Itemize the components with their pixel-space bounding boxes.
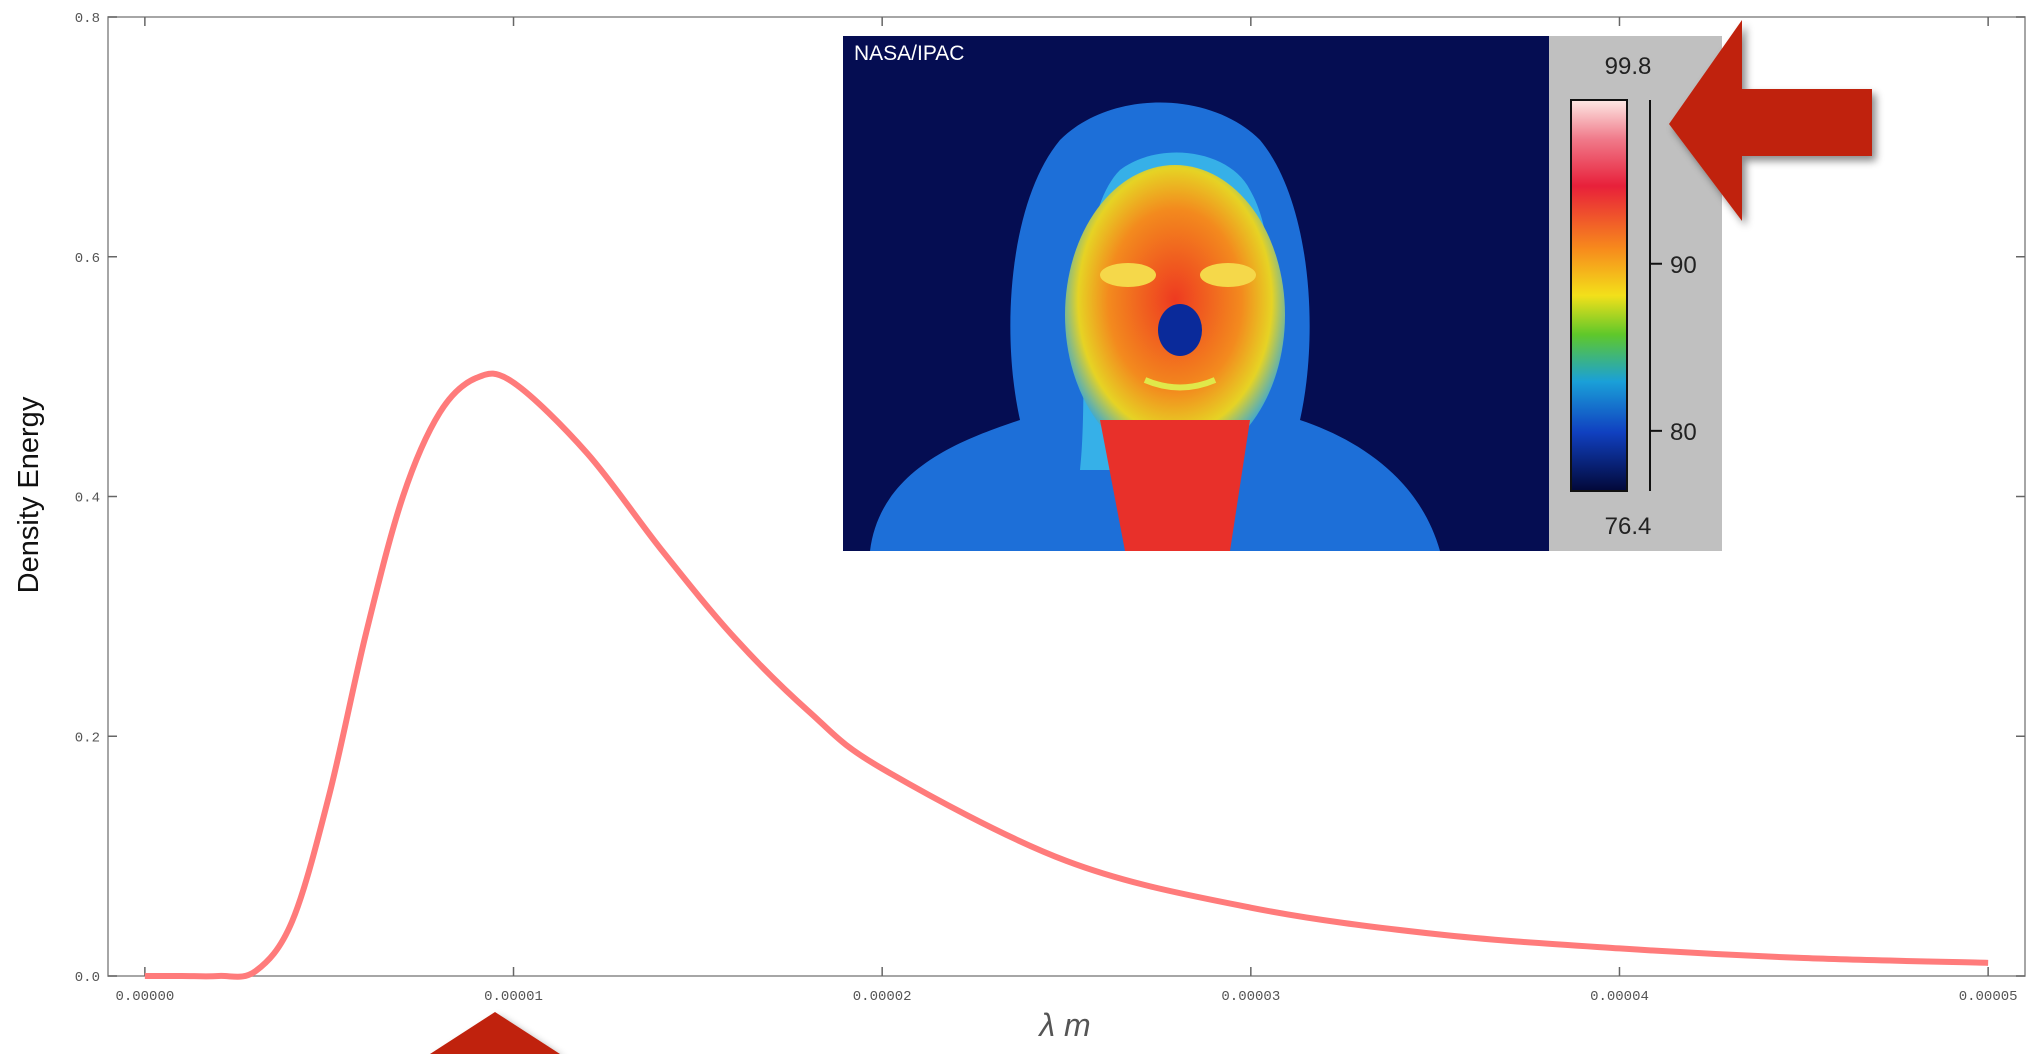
y-tick-label: 0.2 bbox=[75, 730, 100, 746]
x-axis-label: λ m bbox=[1037, 1007, 1090, 1043]
x-tick-label: 0.00002 bbox=[853, 989, 912, 1005]
inset-thermal-image: NASA/IPAC bbox=[843, 36, 1722, 551]
x-tick-label: 0.00003 bbox=[1221, 989, 1280, 1005]
y-axis-label: Density Energy bbox=[13, 396, 45, 593]
x-tick-label: 0.00001 bbox=[484, 989, 543, 1005]
image-credit: NASA/IPAC bbox=[854, 42, 964, 65]
nose bbox=[1158, 304, 1202, 356]
arrows bbox=[430, 20, 1872, 1054]
arrow-up bbox=[430, 1012, 560, 1054]
colorbar-max-label: 99.8 bbox=[1605, 53, 1652, 80]
y-tick-label: 0.4 bbox=[75, 491, 100, 507]
y-tick-label: 0.0 bbox=[75, 970, 100, 986]
eye bbox=[1100, 263, 1156, 287]
mouth bbox=[1143, 377, 1217, 391]
x-tick-label: 0.00005 bbox=[1959, 989, 2018, 1005]
colorbar-min-label: 76.4 bbox=[1605, 513, 1652, 540]
x-tick-label: 0.00000 bbox=[115, 989, 174, 1005]
eye bbox=[1200, 263, 1256, 287]
y-tick-label: 0.8 bbox=[75, 11, 100, 27]
x-tick-label: 0.00004 bbox=[1590, 989, 1649, 1005]
colorbar-tick-label: 90 bbox=[1670, 252, 1697, 279]
plot-area: 0.00000 0.00001 0.00002 0.00003 0.00004 0.000… bbox=[75, 11, 2025, 1005]
neck bbox=[1100, 420, 1250, 551]
data-line bbox=[144, 370, 1989, 980]
y-tick-label: 0.6 bbox=[75, 251, 100, 267]
colorbar bbox=[1570, 99, 1628, 492]
arrow-left bbox=[1669, 20, 1872, 221]
colorbar-tick-label: 80 bbox=[1670, 419, 1697, 446]
